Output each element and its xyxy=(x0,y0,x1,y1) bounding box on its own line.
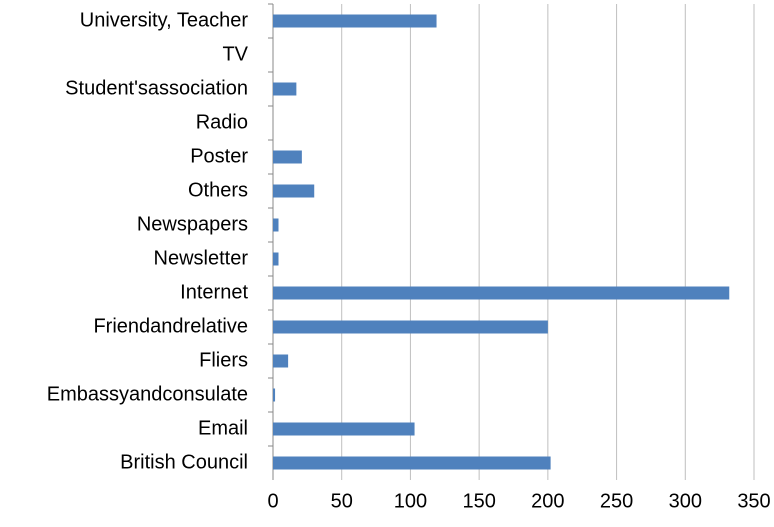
bar xyxy=(273,354,289,368)
y-tick-label: Others xyxy=(188,179,248,201)
y-tick-label: Email xyxy=(198,417,248,439)
y-tick-label: Fliers xyxy=(199,349,248,371)
x-tick-label: 300 xyxy=(669,490,702,512)
bar xyxy=(273,456,551,470)
bar xyxy=(273,422,415,436)
x-tick-label: 200 xyxy=(531,490,564,512)
y-tick-label: TV xyxy=(222,43,248,65)
bar xyxy=(273,184,315,198)
x-tick-label: 0 xyxy=(267,490,278,512)
bar xyxy=(273,388,276,402)
x-tick-label: 150 xyxy=(462,490,495,512)
bar xyxy=(273,286,730,300)
y-tick-label: Internet xyxy=(180,281,248,303)
y-tick-label: British Council xyxy=(120,451,248,473)
y-tick-label: Friendandrelative xyxy=(93,315,248,337)
bar xyxy=(273,218,279,232)
x-tick-label: 250 xyxy=(600,490,633,512)
bar xyxy=(273,320,548,334)
y-tick-label: Newspapers xyxy=(137,213,248,235)
y-tick-label: Newsletter xyxy=(154,247,249,269)
x-tick-label: 100 xyxy=(394,490,427,512)
x-tick-label: 350 xyxy=(737,490,770,512)
y-tick-label: Radio xyxy=(196,111,248,133)
y-tick-label: Embassyandconsulate xyxy=(47,383,248,405)
y-tick-label: Poster xyxy=(190,145,248,167)
bar xyxy=(273,14,437,28)
y-tick-label: University, Teacher xyxy=(80,9,249,31)
bar xyxy=(273,82,297,96)
x-tick-label: 50 xyxy=(331,490,353,512)
bar xyxy=(273,252,279,266)
bar xyxy=(273,150,302,164)
y-tick-label: Student'sassociation xyxy=(65,77,248,99)
